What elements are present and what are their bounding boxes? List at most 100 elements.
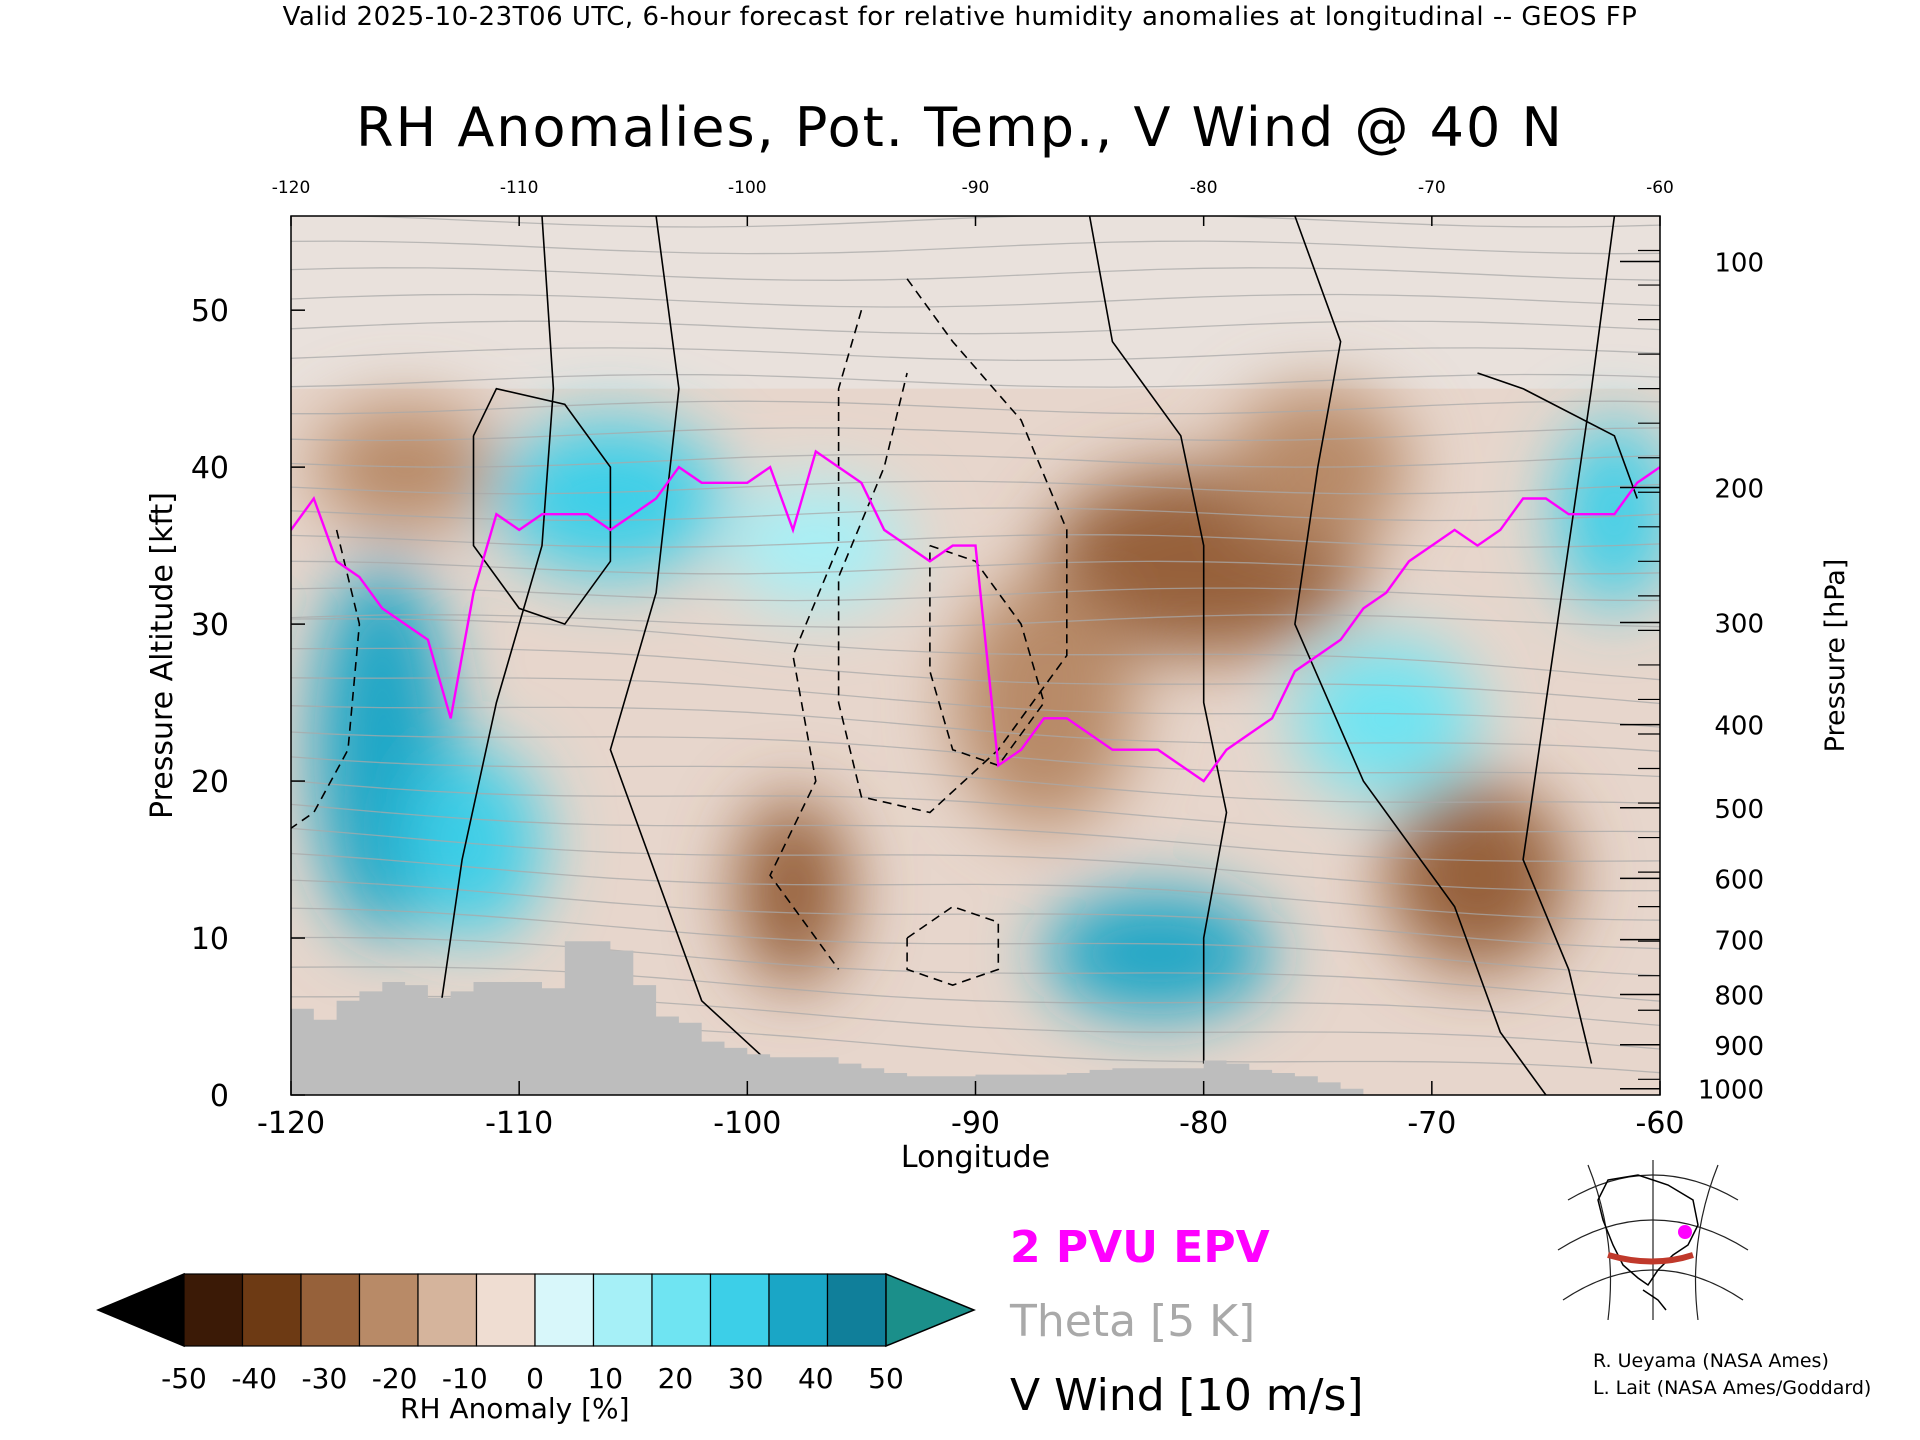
anomaly-blob [1294, 639, 1478, 797]
vwind-contour-line [1294, 216, 1547, 1095]
stratosphere-band [291, 216, 1660, 389]
theta-contour-line [291, 347, 1660, 362]
x-axis-label: Longitude [901, 1140, 1050, 1175]
colorbar-tick-label: -20 [372, 1362, 418, 1395]
colorbar-swatch [475, 1273, 536, 1347]
colorbar-low-arrow [96, 1272, 185, 1348]
anomaly-blob [1043, 890, 1273, 1017]
pressure-tick-label: 1000 [1698, 1076, 1764, 1106]
vwind-legend: V Wind [10 m/s] [1010, 1370, 1364, 1421]
top-x-tick-label: -120 [272, 178, 311, 198]
top-x-tick-label: -70 [1418, 178, 1446, 198]
colorbar-tick-label: 0 [526, 1362, 544, 1395]
vwind-contours [291, 216, 1638, 1095]
plot-clip-group [291, 216, 1660, 1095]
colorbar-swatch [826, 1273, 887, 1347]
vwind-contour-line [291, 529, 361, 829]
colorbar-swatch [358, 1273, 419, 1347]
colorbar-tick-label: 40 [798, 1362, 834, 1395]
x-tick-label: -110 [485, 1106, 553, 1141]
pressure-tick-label: 200 [1714, 475, 1764, 505]
vwind-contour-line [906, 905, 1000, 986]
theta-contour-line [291, 400, 1660, 415]
theta-contour-line [291, 705, 1660, 752]
colorbar-swatch [768, 1273, 829, 1347]
theta-contour-line [291, 780, 1660, 833]
pressure-tick-label: 700 [1714, 927, 1764, 957]
theta-contour-line [291, 614, 1660, 628]
theta-contour-line [291, 756, 1660, 804]
y-tick-label: 40 [191, 451, 229, 486]
pressure-tick-label: 300 [1714, 610, 1764, 640]
pressure-tick-label: 600 [1714, 865, 1764, 895]
theta-contour-line [291, 427, 1660, 442]
colorbar: -50 -40 -30 -20 -10 0 10 20 30 40 50 [96, 1272, 976, 1395]
theta-contour-line [291, 320, 1660, 335]
theta-contour-line [291, 587, 1660, 602]
colorbar-swatch [417, 1273, 478, 1347]
anomaly-blob [1386, 781, 1569, 970]
vwind-contour-line [929, 544, 1045, 767]
colorbar-tick-label: 10 [587, 1362, 623, 1395]
x-tick-label: -100 [713, 1106, 781, 1141]
anomaly-blob [952, 577, 1136, 829]
vwind-contour-line [837, 278, 1068, 814]
vwind-contour-line [1477, 372, 1638, 499]
y-tick-label: 10 [191, 922, 229, 957]
theta-contour-line [291, 373, 1660, 388]
y-tick-label: 50 [191, 294, 229, 329]
y-tick-label: 20 [191, 765, 229, 800]
colorbar-tick-label: 50 [868, 1362, 904, 1395]
pressure-tick-label: 500 [1714, 795, 1764, 825]
theta-contour-line [291, 907, 1660, 977]
x-tick-label: -120 [257, 1106, 325, 1141]
theta-contour-line [291, 936, 1660, 1002]
theta-contour-line [291, 240, 1660, 255]
theta-contour-line [291, 966, 1660, 1027]
theta-contour-line [291, 803, 1660, 862]
top-x-tick-label: -80 [1190, 178, 1218, 198]
top-x-tick-label: -110 [500, 178, 539, 198]
top-x-tick-label: -100 [728, 178, 767, 198]
theta-contour-line [291, 677, 1660, 728]
pressure-tick-label: 800 [1714, 982, 1764, 1012]
colorbar-tick-label: -10 [442, 1362, 488, 1395]
theta-legend: Theta [5 K] [1010, 1296, 1256, 1347]
vwind-contour-line [609, 216, 771, 1065]
epv-2pvu-line [291, 449, 1660, 783]
x-tick-label: -80 [1179, 1106, 1228, 1141]
colorbar-swatch [592, 1273, 653, 1347]
colorbar-swatch [651, 1273, 712, 1347]
theta-contour-line [291, 267, 1660, 281]
pressure-tick-label: 100 [1714, 249, 1764, 279]
colorbar-swatch [183, 1273, 244, 1347]
axes: -120 -120 -110 -110 -100 -100 -90 -90 -80 -80 -70 -… [145, 178, 1851, 1175]
chart-title: RH Anomalies, Pot. Temp., V Wind @ 40 N [356, 96, 1564, 159]
x-tick-label: -70 [1407, 1106, 1456, 1141]
forecast-header: Valid 2025-10-23T06 UTC, 6-hour forecast… [282, 2, 1638, 32]
theta-contour-line [291, 480, 1660, 495]
colorbar-swatch [534, 1273, 595, 1347]
vwind-contour-line [1522, 216, 1616, 1064]
location-map-icon [1548, 1160, 1758, 1320]
theta-contour-line [291, 293, 1660, 308]
epv-legend: 2 PVU EPV [1010, 1222, 1270, 1273]
plot-area [291, 216, 1660, 1095]
colorbar-swatch [709, 1273, 770, 1347]
x-tick-label: -90 [951, 1106, 1000, 1141]
vwind-contour-line [472, 387, 612, 626]
pressure-tick-label: 400 [1714, 712, 1764, 742]
credit-line: R. Ueyama (NASA Ames) [1593, 1350, 1829, 1372]
theta-contour-line [291, 647, 1660, 705]
colorbar-swatch [241, 1273, 302, 1347]
theta-contour-line [291, 731, 1660, 778]
pressure-tick-label: 900 [1714, 1032, 1764, 1062]
theta-contour-line [291, 453, 1660, 468]
terrain-mask [291, 941, 1364, 1095]
y-axis-label: Pressure Altitude [kft] [145, 492, 180, 819]
colorbar-swatch [300, 1273, 361, 1347]
theta-contours [291, 216, 1660, 1074]
anomaly-blob [724, 482, 908, 609]
colorbar-label: RH Anomaly [%] [400, 1392, 630, 1425]
pressure-axis-label: Pressure [hPa] [1820, 559, 1851, 753]
